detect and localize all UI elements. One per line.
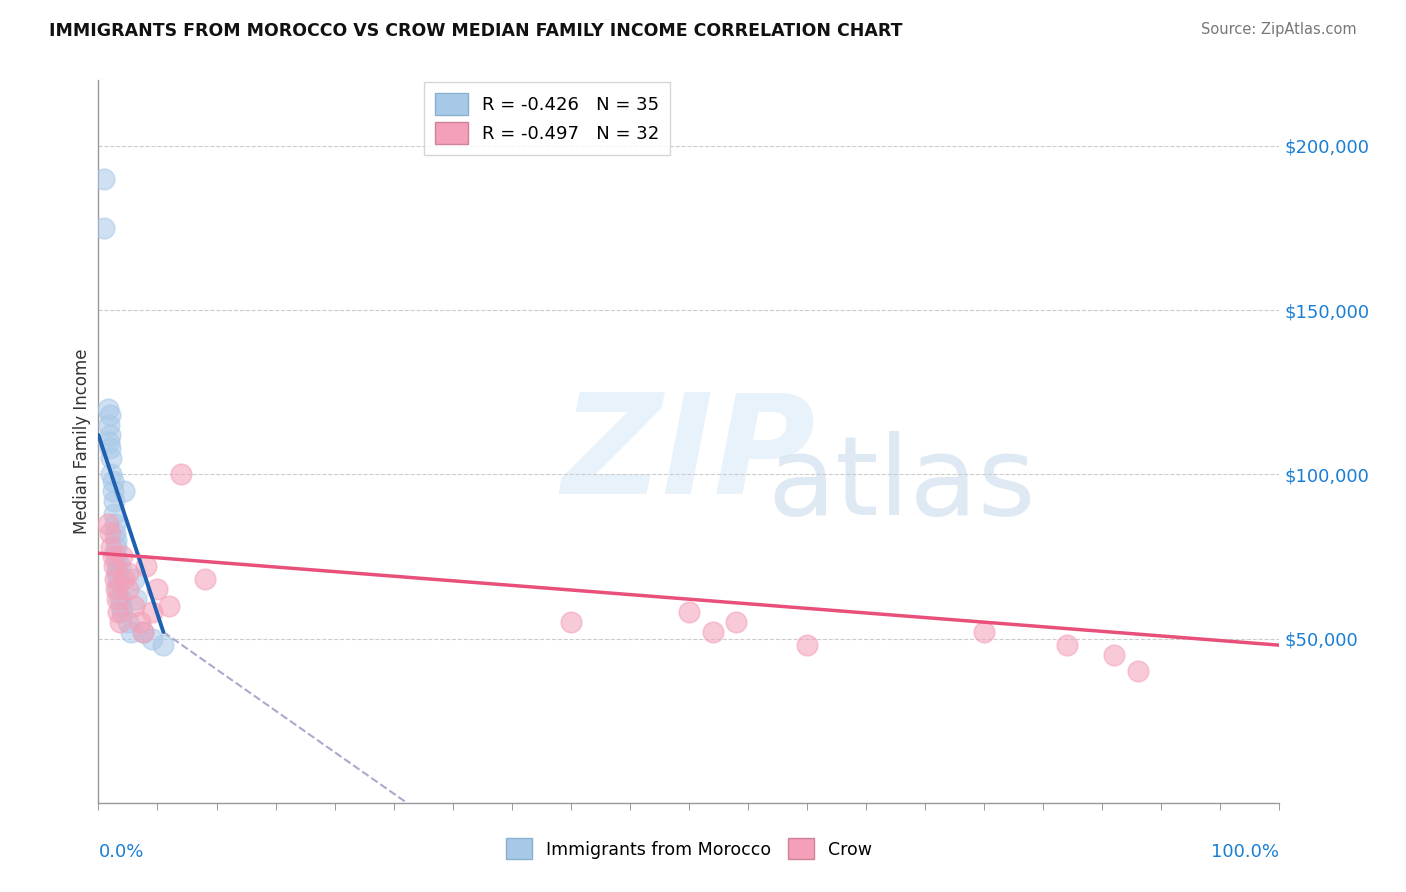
Point (105, 540, 128, 554)
Point (103, 507, 125, 521)
Point (146, 582, 169, 597)
Point (101, 474, 124, 488)
Text: 0.0%: 0.0% (98, 843, 143, 861)
Text: 100.0%: 100.0% (1212, 843, 1279, 861)
Point (101, 483, 124, 498)
Point (97, 401, 120, 416)
Point (98, 428, 121, 442)
Y-axis label: Median Family Income: Median Family Income (73, 349, 91, 534)
Point (141, 605, 163, 619)
Point (111, 549, 134, 564)
Point (108, 559, 131, 574)
Point (117, 615, 139, 630)
Point (122, 599, 145, 613)
Point (560, 615, 582, 630)
Point (98, 418, 121, 433)
Point (152, 638, 174, 652)
Point (103, 559, 125, 574)
Point (105, 592, 128, 607)
Point (105, 549, 128, 564)
Point (105, 582, 128, 597)
Point (121, 625, 143, 640)
Point (796, 638, 818, 652)
Point (105, 533, 128, 547)
Point (111, 605, 134, 619)
Point (132, 625, 155, 640)
Point (128, 615, 150, 630)
Point (104, 516, 127, 531)
Point (702, 625, 724, 640)
Legend: Immigrants from Morocco, Crow: Immigrants from Morocco, Crow (499, 831, 879, 866)
Point (105, 566, 128, 580)
Point (98, 409, 121, 423)
Point (98, 441, 121, 455)
Text: IMMIGRANTS FROM MOROCCO VS CROW MEDIAN FAMILY INCOME CORRELATION CHART: IMMIGRANTS FROM MOROCCO VS CROW MEDIAN F… (49, 22, 903, 40)
Text: atlas: atlas (768, 432, 1036, 539)
Point (1056, 638, 1078, 652)
Point (105, 559, 128, 574)
Point (1126, 665, 1149, 679)
Point (122, 573, 145, 587)
Point (112, 483, 135, 498)
Point (110, 599, 132, 613)
Point (104, 526, 127, 541)
Point (112, 573, 135, 587)
Point (973, 625, 995, 640)
Point (132, 625, 155, 640)
Point (93, 171, 115, 186)
Point (678, 605, 700, 619)
Point (93, 221, 115, 235)
Point (107, 573, 129, 587)
Point (170, 467, 193, 482)
Point (100, 467, 122, 482)
Point (117, 582, 139, 597)
Point (141, 632, 163, 646)
Point (103, 493, 125, 508)
Point (100, 450, 122, 465)
Point (97, 516, 120, 531)
Point (104, 573, 127, 587)
Point (194, 573, 217, 587)
Point (125, 592, 148, 607)
Point (108, 615, 131, 630)
Text: Source: ZipAtlas.com: Source: ZipAtlas.com (1201, 22, 1357, 37)
Point (98, 526, 121, 541)
Point (725, 615, 748, 630)
Point (101, 549, 124, 564)
Point (108, 592, 131, 607)
Point (98, 434, 121, 449)
Point (100, 540, 122, 554)
Point (157, 599, 180, 613)
Point (107, 605, 129, 619)
Point (1102, 648, 1125, 662)
Point (117, 566, 139, 580)
Point (135, 559, 157, 574)
Text: ZIP: ZIP (562, 389, 815, 524)
Text: 0.0%: 0.0% (703, 860, 706, 861)
Point (107, 582, 129, 597)
